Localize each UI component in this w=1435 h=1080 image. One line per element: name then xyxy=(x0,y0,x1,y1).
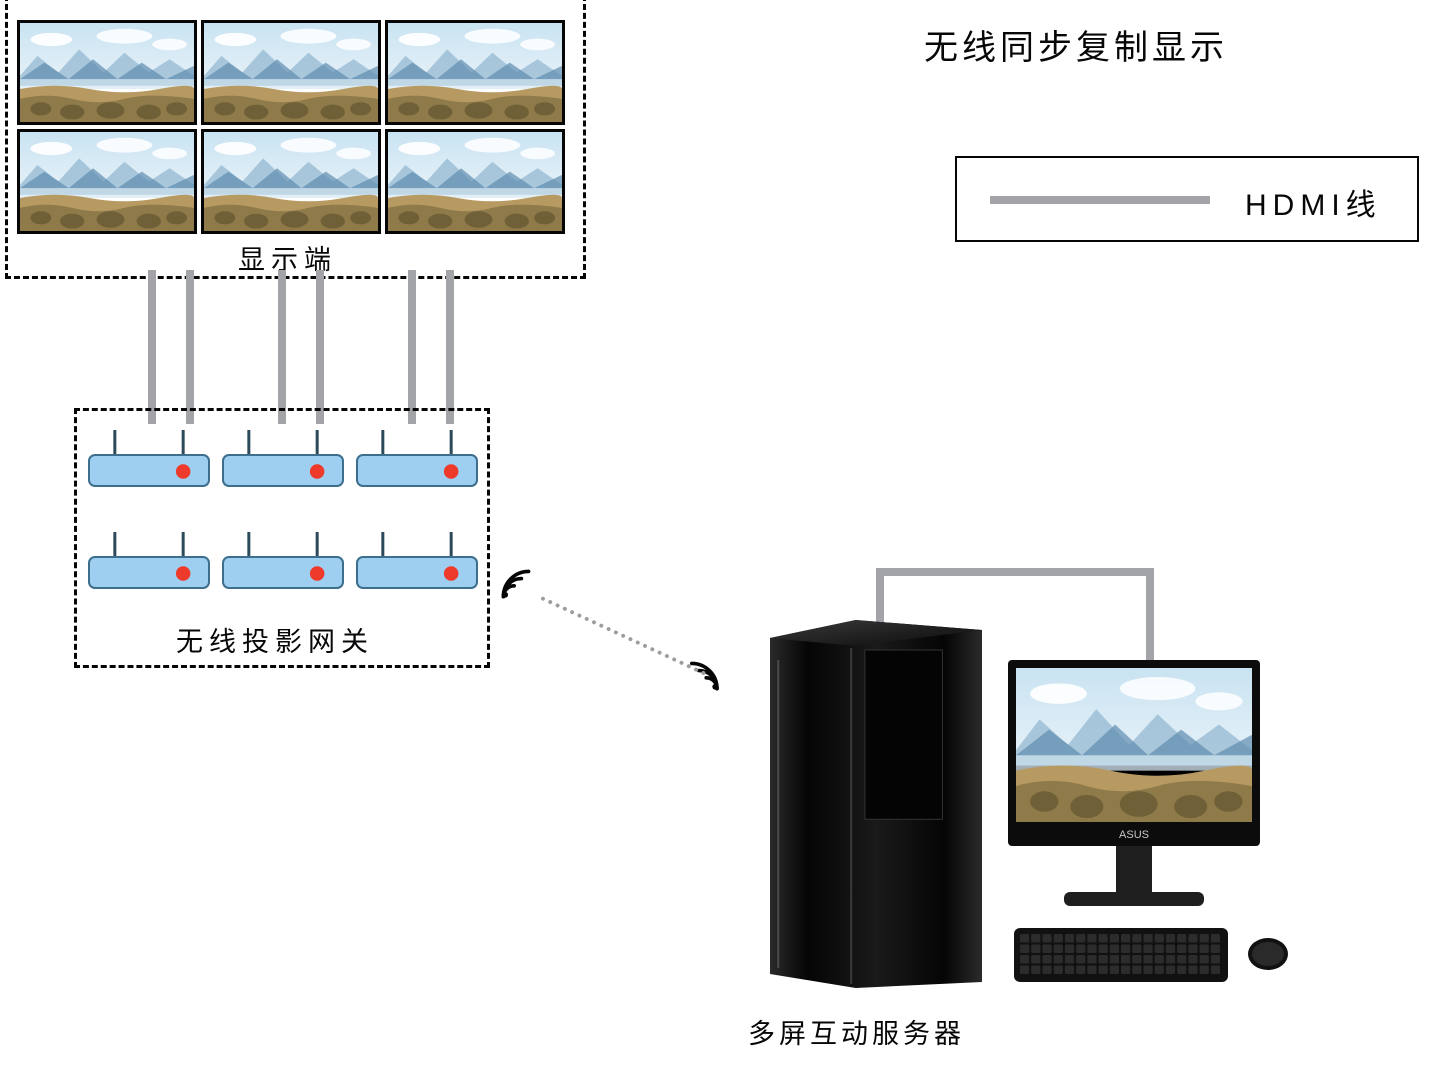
diagram-title: 无线同步复制显示 xyxy=(924,20,1228,69)
wifi-icon xyxy=(498,566,534,602)
server-tower-icon xyxy=(760,620,988,988)
display-screen xyxy=(17,20,197,125)
hdmi-cable xyxy=(876,568,1154,576)
wireless-link-dots xyxy=(540,596,706,676)
hdmi-cable xyxy=(186,270,194,424)
legend-hdmi-line xyxy=(990,196,1210,204)
wifi-icon xyxy=(690,658,726,694)
keyboard-icon xyxy=(1014,928,1228,982)
wireless-gateway-icon xyxy=(88,428,210,488)
gateway-group-label: 无线投影网关 xyxy=(176,620,374,659)
hdmi-cable xyxy=(148,270,156,424)
server-monitor-icon: ASUS xyxy=(1008,660,1260,936)
display-screen xyxy=(385,20,565,125)
display-screen xyxy=(385,129,565,234)
hdmi-cable xyxy=(1146,568,1154,664)
hdmi-cable xyxy=(446,270,454,424)
wireless-gateway-icon xyxy=(356,530,478,590)
hdmi-cable xyxy=(408,270,416,424)
wireless-gateway-icon xyxy=(356,428,478,488)
hdmi-cable xyxy=(278,270,286,424)
hdmi-cable xyxy=(876,568,884,624)
legend-hdmi-label: HDMI线 xyxy=(1245,180,1382,224)
display-screen xyxy=(17,129,197,234)
svg-text:ASUS: ASUS xyxy=(1119,829,1149,841)
wireless-gateway-icon xyxy=(222,530,344,590)
server-label: 多屏互动服务器 xyxy=(748,1012,965,1051)
display-screen xyxy=(201,129,381,234)
wireless-gateway-icon xyxy=(88,530,210,590)
display-screen xyxy=(201,20,381,125)
mouse-icon xyxy=(1246,936,1290,972)
hdmi-cable xyxy=(316,270,324,424)
wireless-gateway-icon xyxy=(222,428,344,488)
